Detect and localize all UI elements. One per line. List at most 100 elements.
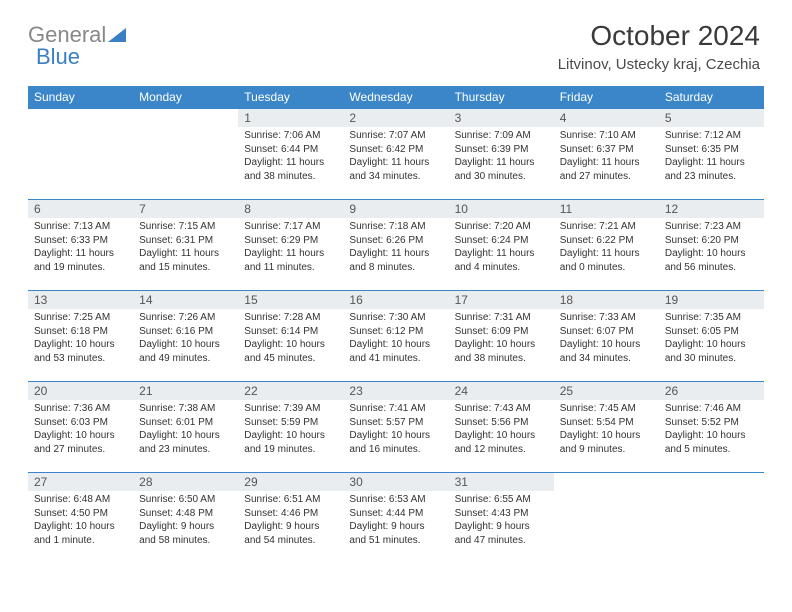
calendar-cell: 28Sunrise: 6:50 AMSunset: 4:48 PMDayligh…: [133, 473, 238, 564]
calendar-cell: [659, 473, 764, 564]
daylight-line: Daylight: 10 hours and 12 minutes.: [455, 429, 548, 456]
daylight-line: Daylight: 10 hours and 38 minutes.: [455, 338, 548, 365]
daylight-line: Daylight: 9 hours and 54 minutes.: [244, 520, 337, 547]
sunrise-line: Sunrise: 6:48 AM: [34, 493, 127, 507]
day-number: 4: [554, 109, 659, 127]
daylight-line: Daylight: 10 hours and 16 minutes.: [349, 429, 442, 456]
calendar-week-row: 20Sunrise: 7:36 AMSunset: 6:03 PMDayligh…: [28, 382, 764, 473]
day-data: Sunrise: 7:09 AMSunset: 6:39 PMDaylight:…: [449, 127, 554, 189]
day-number: 7: [133, 200, 238, 218]
calendar-cell: 25Sunrise: 7:45 AMSunset: 5:54 PMDayligh…: [554, 382, 659, 473]
sunrise-line: Sunrise: 7:41 AM: [349, 402, 442, 416]
calendar-cell: 10Sunrise: 7:20 AMSunset: 6:24 PMDayligh…: [449, 200, 554, 291]
day-number: 21: [133, 382, 238, 400]
sunset-line: Sunset: 4:46 PM: [244, 507, 337, 521]
day-number: 5: [659, 109, 764, 127]
calendar-cell: 23Sunrise: 7:41 AMSunset: 5:57 PMDayligh…: [343, 382, 448, 473]
daylight-line: Daylight: 10 hours and 9 minutes.: [560, 429, 653, 456]
calendar-cell: 4Sunrise: 7:10 AMSunset: 6:37 PMDaylight…: [554, 109, 659, 200]
sunrise-line: Sunrise: 7:13 AM: [34, 220, 127, 234]
sunset-line: Sunset: 6:35 PM: [665, 143, 758, 157]
sunset-line: Sunset: 6:05 PM: [665, 325, 758, 339]
calendar-cell: 1Sunrise: 7:06 AMSunset: 6:44 PMDaylight…: [238, 109, 343, 200]
sunset-line: Sunset: 6:42 PM: [349, 143, 442, 157]
sunrise-line: Sunrise: 7:09 AM: [455, 129, 548, 143]
calendar-cell: [133, 109, 238, 200]
daylight-line: Daylight: 11 hours and 15 minutes.: [139, 247, 232, 274]
day-number: 9: [343, 200, 448, 218]
daylight-line: Daylight: 10 hours and 30 minutes.: [665, 338, 758, 365]
day-number: 18: [554, 291, 659, 309]
day-number: 8: [238, 200, 343, 218]
sunrise-line: Sunrise: 7:45 AM: [560, 402, 653, 416]
sunset-line: Sunset: 6:26 PM: [349, 234, 442, 248]
sunset-line: Sunset: 6:37 PM: [560, 143, 653, 157]
sunrise-line: Sunrise: 7:17 AM: [244, 220, 337, 234]
calendar-cell: 15Sunrise: 7:28 AMSunset: 6:14 PMDayligh…: [238, 291, 343, 382]
day-number: 29: [238, 473, 343, 491]
sunset-line: Sunset: 4:50 PM: [34, 507, 127, 521]
sunset-line: Sunset: 5:52 PM: [665, 416, 758, 430]
sunrise-line: Sunrise: 7:26 AM: [139, 311, 232, 325]
calendar-cell: 27Sunrise: 6:48 AMSunset: 4:50 PMDayligh…: [28, 473, 133, 564]
day-number: 31: [449, 473, 554, 491]
calendar-cell: 26Sunrise: 7:46 AMSunset: 5:52 PMDayligh…: [659, 382, 764, 473]
day-number: 14: [133, 291, 238, 309]
sunrise-line: Sunrise: 6:53 AM: [349, 493, 442, 507]
sunset-line: Sunset: 6:29 PM: [244, 234, 337, 248]
day-number: 30: [343, 473, 448, 491]
daylight-line: Daylight: 9 hours and 47 minutes.: [455, 520, 548, 547]
day-number: 13: [28, 291, 133, 309]
sunrise-line: Sunrise: 7:21 AM: [560, 220, 653, 234]
daylight-line: Daylight: 11 hours and 8 minutes.: [349, 247, 442, 274]
day-data: Sunrise: 7:10 AMSunset: 6:37 PMDaylight:…: [554, 127, 659, 189]
calendar-cell: 31Sunrise: 6:55 AMSunset: 4:43 PMDayligh…: [449, 473, 554, 564]
daylight-line: Daylight: 9 hours and 51 minutes.: [349, 520, 442, 547]
sunrise-line: Sunrise: 7:36 AM: [34, 402, 127, 416]
sunrise-line: Sunrise: 7:35 AM: [665, 311, 758, 325]
sunrise-line: Sunrise: 7:33 AM: [560, 311, 653, 325]
sunset-line: Sunset: 6:09 PM: [455, 325, 548, 339]
day-data: Sunrise: 7:33 AMSunset: 6:07 PMDaylight:…: [554, 309, 659, 371]
day-header: Sunday: [28, 86, 133, 109]
sunrise-line: Sunrise: 6:50 AM: [139, 493, 232, 507]
daylight-line: Daylight: 10 hours and 45 minutes.: [244, 338, 337, 365]
day-header: Friday: [554, 86, 659, 109]
day-data: Sunrise: 7:20 AMSunset: 6:24 PMDaylight:…: [449, 218, 554, 280]
day-number: 12: [659, 200, 764, 218]
calendar-table: Sunday Monday Tuesday Wednesday Thursday…: [28, 86, 764, 563]
day-data: Sunrise: 6:55 AMSunset: 4:43 PMDaylight:…: [449, 491, 554, 553]
calendar-cell: 14Sunrise: 7:26 AMSunset: 6:16 PMDayligh…: [133, 291, 238, 382]
daylight-line: Daylight: 10 hours and 49 minutes.: [139, 338, 232, 365]
logo-text-blue: Blue: [36, 44, 80, 69]
day-number: 22: [238, 382, 343, 400]
calendar-header-row: Sunday Monday Tuesday Wednesday Thursday…: [28, 86, 764, 109]
calendar-cell: 12Sunrise: 7:23 AMSunset: 6:20 PMDayligh…: [659, 200, 764, 291]
logo-line2: Blue: [36, 44, 80, 70]
sunset-line: Sunset: 5:59 PM: [244, 416, 337, 430]
day-number: 25: [554, 382, 659, 400]
day-data: Sunrise: 7:46 AMSunset: 5:52 PMDaylight:…: [659, 400, 764, 462]
daylight-line: Daylight: 11 hours and 4 minutes.: [455, 247, 548, 274]
day-number: 26: [659, 382, 764, 400]
sunrise-line: Sunrise: 6:51 AM: [244, 493, 337, 507]
day-data: Sunrise: 7:43 AMSunset: 5:56 PMDaylight:…: [449, 400, 554, 462]
calendar-cell: 18Sunrise: 7:33 AMSunset: 6:07 PMDayligh…: [554, 291, 659, 382]
day-data: Sunrise: 7:38 AMSunset: 6:01 PMDaylight:…: [133, 400, 238, 462]
calendar-week-row: 27Sunrise: 6:48 AMSunset: 4:50 PMDayligh…: [28, 473, 764, 564]
day-data: Sunrise: 7:28 AMSunset: 6:14 PMDaylight:…: [238, 309, 343, 371]
calendar-cell: 30Sunrise: 6:53 AMSunset: 4:44 PMDayligh…: [343, 473, 448, 564]
sunset-line: Sunset: 6:03 PM: [34, 416, 127, 430]
calendar-cell: 5Sunrise: 7:12 AMSunset: 6:35 PMDaylight…: [659, 109, 764, 200]
daylight-line: Daylight: 11 hours and 11 minutes.: [244, 247, 337, 274]
day-number: 28: [133, 473, 238, 491]
daylight-line: Daylight: 10 hours and 1 minute.: [34, 520, 127, 547]
day-data: Sunrise: 7:12 AMSunset: 6:35 PMDaylight:…: [659, 127, 764, 189]
day-data: Sunrise: 7:45 AMSunset: 5:54 PMDaylight:…: [554, 400, 659, 462]
day-data: Sunrise: 7:23 AMSunset: 6:20 PMDaylight:…: [659, 218, 764, 280]
calendar-cell: 2Sunrise: 7:07 AMSunset: 6:42 PMDaylight…: [343, 109, 448, 200]
sunset-line: Sunset: 6:07 PM: [560, 325, 653, 339]
sunset-line: Sunset: 6:12 PM: [349, 325, 442, 339]
day-header: Monday: [133, 86, 238, 109]
day-number: 3: [449, 109, 554, 127]
